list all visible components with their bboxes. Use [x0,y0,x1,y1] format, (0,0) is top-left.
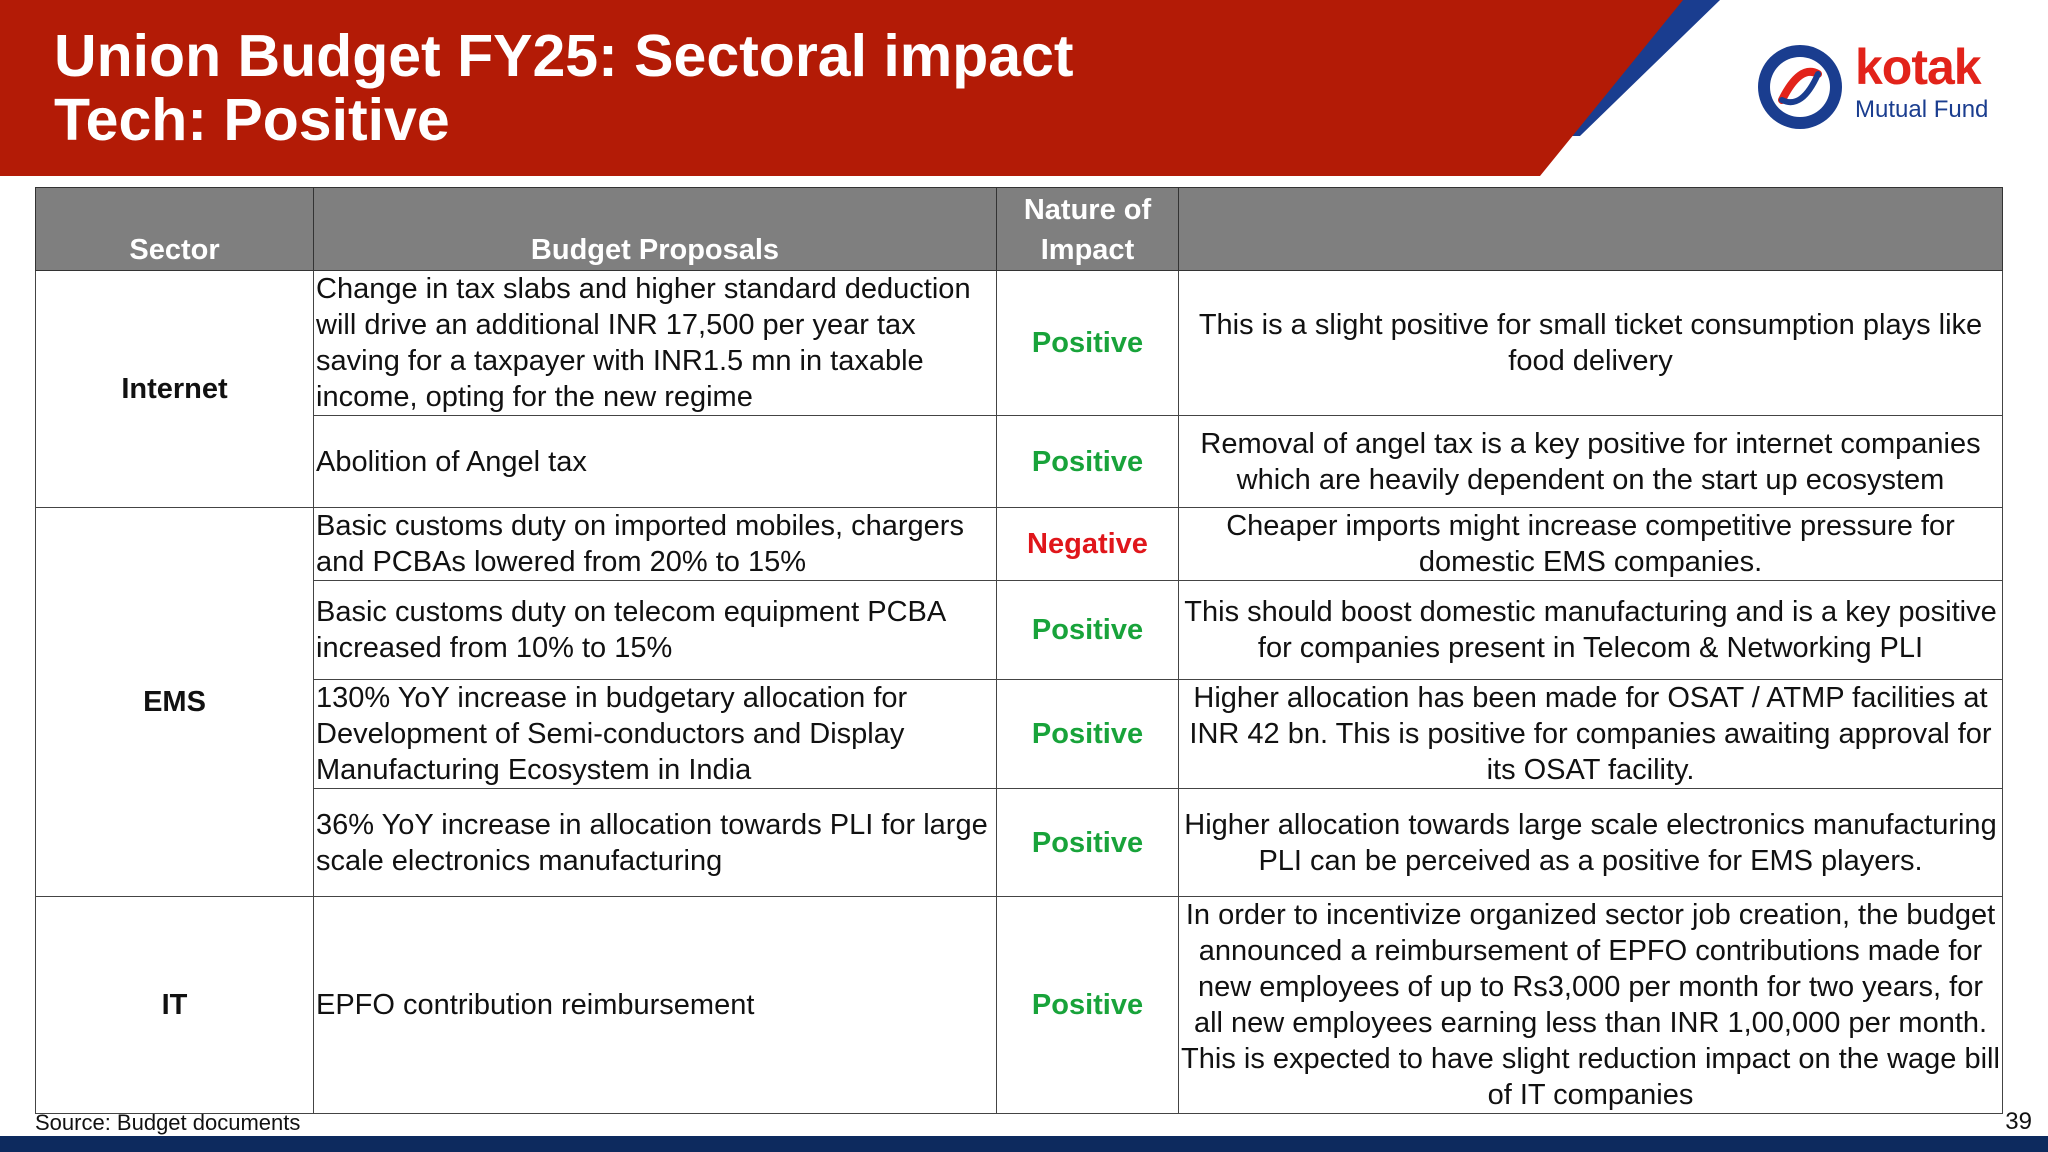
comment-cell: Higher allocation has been made for OSAT… [1178,679,2003,789]
proposal-cell: 130% YoY increase in budgetary allocatio… [313,679,997,789]
header-banner [0,0,1720,176]
sector-cell-it: IT [35,896,314,1114]
comment-cell: Removal of angel tax is a key positive f… [1178,415,2003,508]
header-comment [1178,187,2003,271]
table-row: 36% YoY increase in allocation towards P… [36,788,2003,897]
sector-cell-ems: EMS [35,507,314,897]
comment-cell: This should boost domestic manufacturing… [1178,580,2003,680]
impact-cell: Positive [996,580,1179,680]
impact-cell: Positive [996,788,1179,897]
proposal-cell: 36% YoY increase in allocation towards P… [313,788,997,897]
table-row: Abolition of Angel tax Positive Removal … [36,415,2003,508]
header-nature-of-impact: Nature of Impact [996,187,1179,271]
header-sector: Sector [35,187,314,271]
kotak-emblem-icon [1758,45,1842,129]
table-row: IT EPFO contribution reimbursement Posit… [35,896,2003,1114]
impact-cell: Positive [996,679,1179,789]
proposal-cell: Abolition of Angel tax [313,415,997,508]
kotak-logo: kotak Mutual Fund [1752,39,2002,130]
proposal-cell: Basic customs duty on telecom equipment … [313,580,997,680]
comment-cell: In order to incentivize organized sector… [1178,896,2003,1114]
page-number: 39 [2005,1108,2032,1135]
title-line-2: Tech: Positive [54,87,450,153]
logo-subtitle: Mutual Fund [1855,96,1989,123]
footer-bar [0,1136,2048,1152]
table-row: Basic customs duty on telecom equipment … [36,580,2003,680]
comment-cell: Higher allocation towards large scale el… [1178,788,2003,897]
comment-cell: Cheaper imports might increase competiti… [1178,507,2003,581]
impact-cell: Negative [996,507,1179,581]
proposal-cell: Change in tax slabs and higher standard … [313,270,997,416]
comment-cell: This is a slight positive for small tick… [1178,270,2003,416]
logo-wordmark: kotak [1855,39,1982,95]
source-note: Source: Budget documents [35,1110,301,1135]
proposal-cell: EPFO contribution reimbursement [313,896,997,1114]
impact-cell: Positive [996,415,1179,508]
impact-cell: Positive [996,896,1179,1114]
sector-impact-table: Sector Budget Proposals Nature of Impact… [35,187,2003,1114]
title-line-1: Union Budget FY25: Sectoral impact [54,23,1074,89]
header-budget-proposals: Budget Proposals [313,187,997,271]
table-row: 130% YoY increase in budgetary allocatio… [36,679,2003,789]
table-row: EMS Basic customs duty on imported mobil… [35,507,2003,897]
sector-cell-internet: Internet [35,270,314,508]
proposal-cell: Basic customs duty on imported mobiles, … [313,507,997,581]
impact-cell: Positive [996,270,1179,416]
table-row: Internet Change in tax slabs and higher … [35,270,2003,508]
page-title: Union Budget FY25: Sectoral impact Tech:… [54,24,1074,152]
table-header-row: Sector Budget Proposals Nature of Impact [35,187,2003,271]
